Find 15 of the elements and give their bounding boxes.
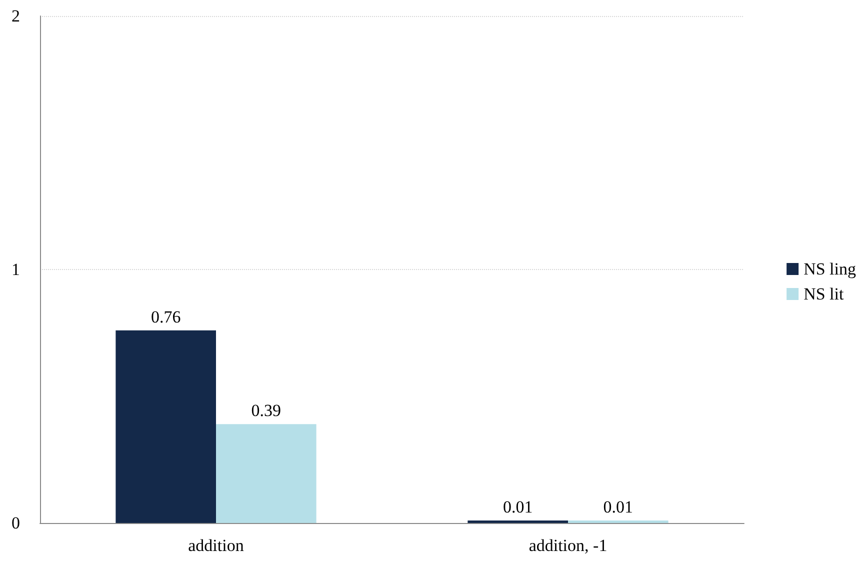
y-tick-label: 2 [12, 6, 20, 26]
bar [468, 520, 568, 523]
data-label: 0.39 [251, 401, 282, 420]
y-tick-label: 0 [12, 514, 20, 532]
data-label: 0.01 [603, 497, 634, 516]
data-label: 0.01 [502, 497, 533, 516]
bar [216, 424, 316, 523]
data-label: 0.76 [150, 307, 181, 326]
bar [116, 330, 216, 523]
x-tick-label: addition [188, 536, 244, 555]
x-tick-label: addition, -1 [528, 536, 608, 555]
y-tick-label: 1 [12, 260, 20, 279]
bar [568, 520, 668, 523]
legend-label: NS ling [804, 260, 856, 278]
legend-label: NS lit [804, 284, 844, 304]
